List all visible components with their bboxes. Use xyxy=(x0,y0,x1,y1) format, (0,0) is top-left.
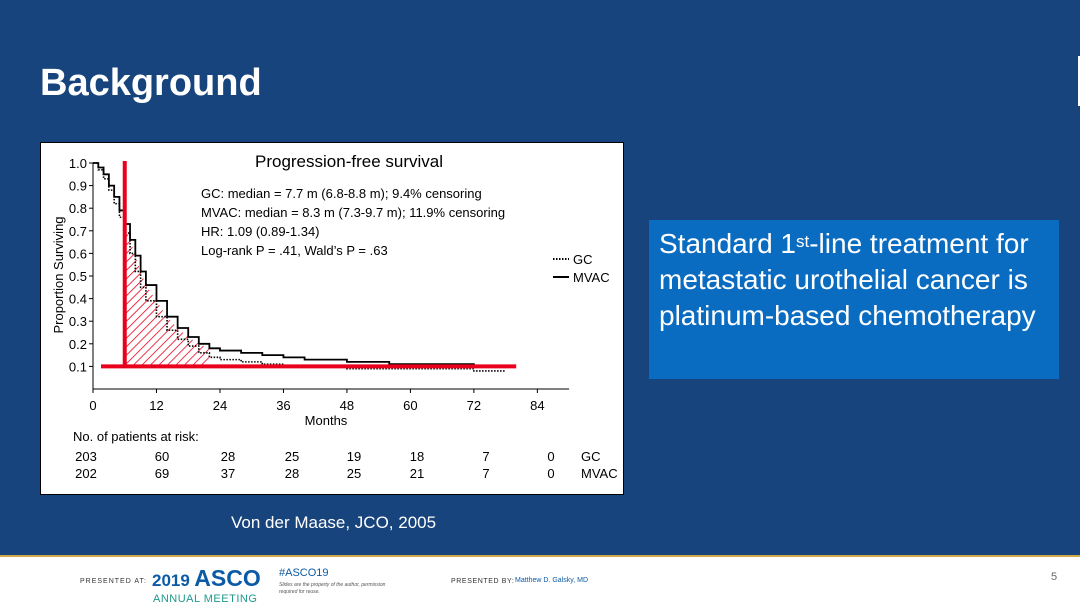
risk-table-cell: 0 xyxy=(547,449,554,464)
y-tick-label: 0.4 xyxy=(69,292,87,307)
survival-chart: 1.0 0.9 0.8 0.7 0.6 0.5 0.4 0.3 0.2 0.1 0 12 24 36 48 6… xyxy=(40,142,624,495)
slide-title: Background xyxy=(40,62,262,104)
risk-table-cell: 69 xyxy=(155,466,169,481)
y-tick-label: 1.0 xyxy=(69,156,87,171)
asco-subtitle: ANNUAL MEETING xyxy=(153,593,258,605)
risk-table-cell: 18 xyxy=(410,449,424,464)
risk-table-cell: 25 xyxy=(347,466,361,481)
risk-table-cell: 21 xyxy=(410,466,424,481)
y-tick-label: 0.8 xyxy=(69,201,87,216)
risk-table-row-label: GC xyxy=(581,449,601,464)
risk-table-cell: 25 xyxy=(285,449,299,464)
citation: Von der Maase, JCO, 2005 xyxy=(231,513,437,532)
chart-title: Progression-free survival xyxy=(255,152,443,171)
risk-table-cell: 28 xyxy=(285,466,299,481)
x-tick-label: 24 xyxy=(213,398,227,413)
callout-superscript: st xyxy=(796,232,810,251)
y-tick-label: 0.1 xyxy=(69,359,87,374)
y-tick-label: 0.9 xyxy=(69,179,87,194)
callout-text-end: -line treatment for metastatic urothelia… xyxy=(659,228,1036,331)
x-tick-label: 36 xyxy=(276,398,290,413)
risk-table-cell: 19 xyxy=(347,449,361,464)
chart-annotation: MVAC: median = 8.3 m (7.3-9.7 m); 11.9% … xyxy=(201,205,505,220)
asco-year: 2019 xyxy=(152,571,190,590)
risk-table-cell: 0 xyxy=(547,466,554,481)
shaded-area xyxy=(124,224,210,367)
x-tick-label: 72 xyxy=(467,398,481,413)
x-tick-label: 84 xyxy=(530,398,544,413)
callout-text-start: Standard 1 xyxy=(659,228,796,259)
x-tick-label: 12 xyxy=(149,398,163,413)
y-tick-label: 0.7 xyxy=(69,224,87,239)
y-tick-label: 0.6 xyxy=(69,246,87,261)
legend-label-mvac: MVAC xyxy=(573,270,610,285)
risk-table-header: No. of patients at risk: xyxy=(73,429,199,444)
x-tick-label: 60 xyxy=(403,398,417,413)
presented-at-label: PRESENTED AT: xyxy=(80,578,147,585)
chart-annotation: HR: 1.09 (0.89-1.34) xyxy=(201,224,320,239)
y-tick-label: 0.2 xyxy=(69,337,87,352)
risk-table-cell: 37 xyxy=(221,466,235,481)
risk-table-cell: 202 xyxy=(75,466,97,481)
asco-logo: 2019 ASCO ANNUAL MEETING xyxy=(152,565,261,605)
y-tick-label: 0.5 xyxy=(69,269,87,284)
page-number: 5 xyxy=(1051,571,1058,583)
chart-annotation: Log-rank P = .41, Wald’s P = .63 xyxy=(201,243,388,258)
risk-table-cell: 7 xyxy=(482,466,489,481)
risk-table-row-label: MVAC xyxy=(581,466,618,481)
y-axis-label: Proportion Surviving xyxy=(51,216,66,333)
series-line-mvac xyxy=(93,162,506,368)
presented-by-label: PRESENTED BY: xyxy=(451,578,515,585)
asco-wordmark: ASCO xyxy=(194,565,261,591)
risk-table-cell: 203 xyxy=(75,449,97,464)
legend-label-gc: GC xyxy=(573,252,593,267)
survival-chart-svg: 1.0 0.9 0.8 0.7 0.6 0.5 0.4 0.3 0.2 0.1 0 12 24 36 48 6… xyxy=(51,152,618,481)
chart-annotation: GC: median = 7.7 m (6.8-8.8 m); 9.4% cen… xyxy=(201,186,482,201)
footer-divider xyxy=(0,555,1080,557)
disclaimer: Slides are the property of the author, p… xyxy=(279,582,386,595)
presenter-name: Matthew D. Galsky, MD xyxy=(515,577,588,584)
x-axis-label: Months xyxy=(305,413,348,428)
x-tick-label: 48 xyxy=(340,398,354,413)
hashtag: #ASCO19 xyxy=(279,567,329,579)
x-tick-label: 0 xyxy=(89,398,96,413)
callout-box: Standard 1st-line treatment for metastat… xyxy=(649,220,1059,379)
footer: PRESENTED AT: 2019 ASCO ANNUAL MEETING #… xyxy=(0,557,1080,606)
risk-table-cell: 60 xyxy=(155,449,169,464)
risk-table-cell: 28 xyxy=(221,449,235,464)
slide-edge-mark xyxy=(1078,56,1080,106)
risk-table-cell: 7 xyxy=(482,449,489,464)
y-tick-label: 0.3 xyxy=(69,314,87,329)
